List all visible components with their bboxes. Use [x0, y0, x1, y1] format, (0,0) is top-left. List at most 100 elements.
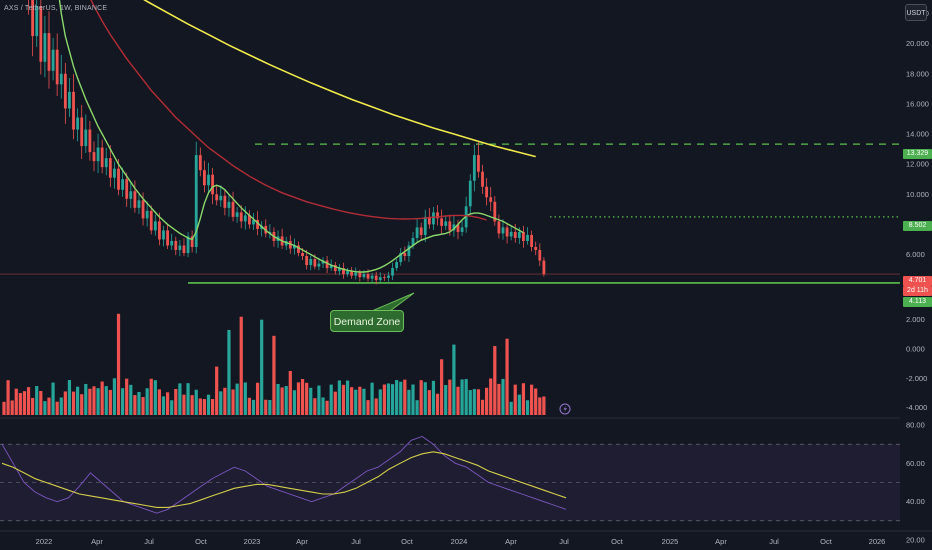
candle-body	[309, 259, 313, 266]
volume-bar	[460, 379, 464, 415]
candle-body	[501, 227, 505, 234]
volume-bar	[411, 384, 415, 415]
volume-bar	[219, 391, 223, 415]
candle-body	[337, 268, 341, 272]
callout-pointer	[371, 292, 415, 312]
currency-button[interactable]: USDT	[905, 4, 927, 21]
volume-bar	[415, 400, 419, 415]
candle-body	[223, 195, 227, 208]
moving-average-green	[58, 0, 524, 273]
volume-bar	[260, 319, 264, 415]
volume-bar	[403, 379, 407, 415]
volume-bar	[55, 401, 59, 415]
time-axis-label: Jul	[144, 537, 154, 546]
candle-body	[472, 155, 476, 181]
volume-bar	[22, 391, 27, 415]
candle-body	[31, 0, 35, 37]
volume-bar	[370, 382, 374, 415]
volume-bar	[80, 394, 84, 415]
volume-axis-label: 2.000	[906, 315, 925, 324]
candle-body	[382, 277, 386, 278]
price-axis-label: 10.000	[906, 190, 929, 199]
candle-body	[391, 268, 394, 276]
volume-bar	[485, 387, 489, 415]
volume-bar	[223, 387, 227, 415]
candle-body	[219, 195, 223, 201]
volume-bar	[137, 391, 141, 415]
volume-bar	[71, 391, 76, 415]
candle-body	[239, 212, 243, 222]
volume-bar	[276, 384, 280, 415]
candle-body	[104, 158, 108, 168]
volume-bar	[206, 394, 211, 415]
candle-body	[162, 230, 165, 240]
time-axis-label: Apr	[715, 537, 727, 546]
volume-bar	[63, 391, 67, 415]
candle-body	[182, 245, 186, 254]
volume-bar	[296, 382, 301, 415]
time-axis-label: Jul	[769, 537, 779, 546]
candle-body	[325, 260, 329, 269]
volume-bar	[493, 346, 497, 415]
candle-body	[153, 221, 157, 231]
volume-bar	[108, 389, 112, 415]
volume-bar	[157, 389, 162, 415]
volume-bar	[264, 399, 268, 415]
volume-bar	[329, 384, 333, 415]
volume-bar	[300, 379, 305, 415]
volume-bar	[468, 390, 472, 415]
candle-body	[526, 234, 529, 241]
volume-bar	[501, 378, 505, 415]
volume-bar	[538, 397, 542, 415]
volume-bar	[133, 395, 137, 415]
volume-bar	[88, 388, 92, 415]
candle-body	[113, 168, 116, 178]
candle-body	[346, 271, 349, 275]
candle-body	[158, 221, 161, 240]
volume-bar	[337, 380, 341, 415]
candle-body	[292, 245, 296, 249]
volume-bar	[321, 397, 325, 415]
candle-body	[370, 275, 374, 279]
candle-body	[174, 240, 178, 251]
time-axis-label: 2022	[36, 537, 53, 546]
candle-body	[460, 227, 464, 232]
candle-body	[145, 210, 149, 219]
volume-bar	[100, 381, 104, 415]
rsi-line	[1, 436, 567, 514]
candle-body	[354, 272, 358, 276]
candle-body	[411, 237, 415, 246]
time-axis-label: 2025	[662, 537, 679, 546]
volume-bar	[427, 390, 431, 415]
time-axis-label: Oct	[401, 537, 414, 546]
time-axis-label: Jul	[351, 537, 361, 546]
time-axis-label: Oct	[820, 537, 833, 546]
volume-bar	[104, 386, 108, 415]
candle-body	[423, 216, 427, 235]
candle-body	[178, 245, 182, 251]
volume-bar	[39, 390, 43, 415]
volume-bar	[354, 389, 358, 415]
volume-axis-label: 0.000	[906, 345, 925, 354]
volume-bar	[26, 387, 31, 415]
volume-bar	[435, 393, 440, 415]
volume-bar	[309, 387, 313, 415]
volume-bar	[190, 395, 194, 415]
candle-body	[88, 129, 92, 153]
demand-zone-callout[interactable]: Demand Zone	[330, 310, 404, 332]
volume-bar	[149, 378, 153, 415]
volume-bar	[456, 386, 460, 415]
candle-body	[243, 215, 247, 222]
candle-body	[129, 191, 133, 199]
resistance-price-tag: 13.329	[903, 149, 932, 159]
candle-body	[493, 201, 497, 222]
volume-bar	[35, 386, 39, 415]
volume-bar	[84, 383, 88, 415]
candle-body	[399, 253, 403, 263]
candle-body	[432, 212, 435, 225]
volume-bar	[280, 387, 284, 415]
volume-bar	[497, 383, 501, 415]
time-axis-label: Apr	[505, 537, 517, 546]
